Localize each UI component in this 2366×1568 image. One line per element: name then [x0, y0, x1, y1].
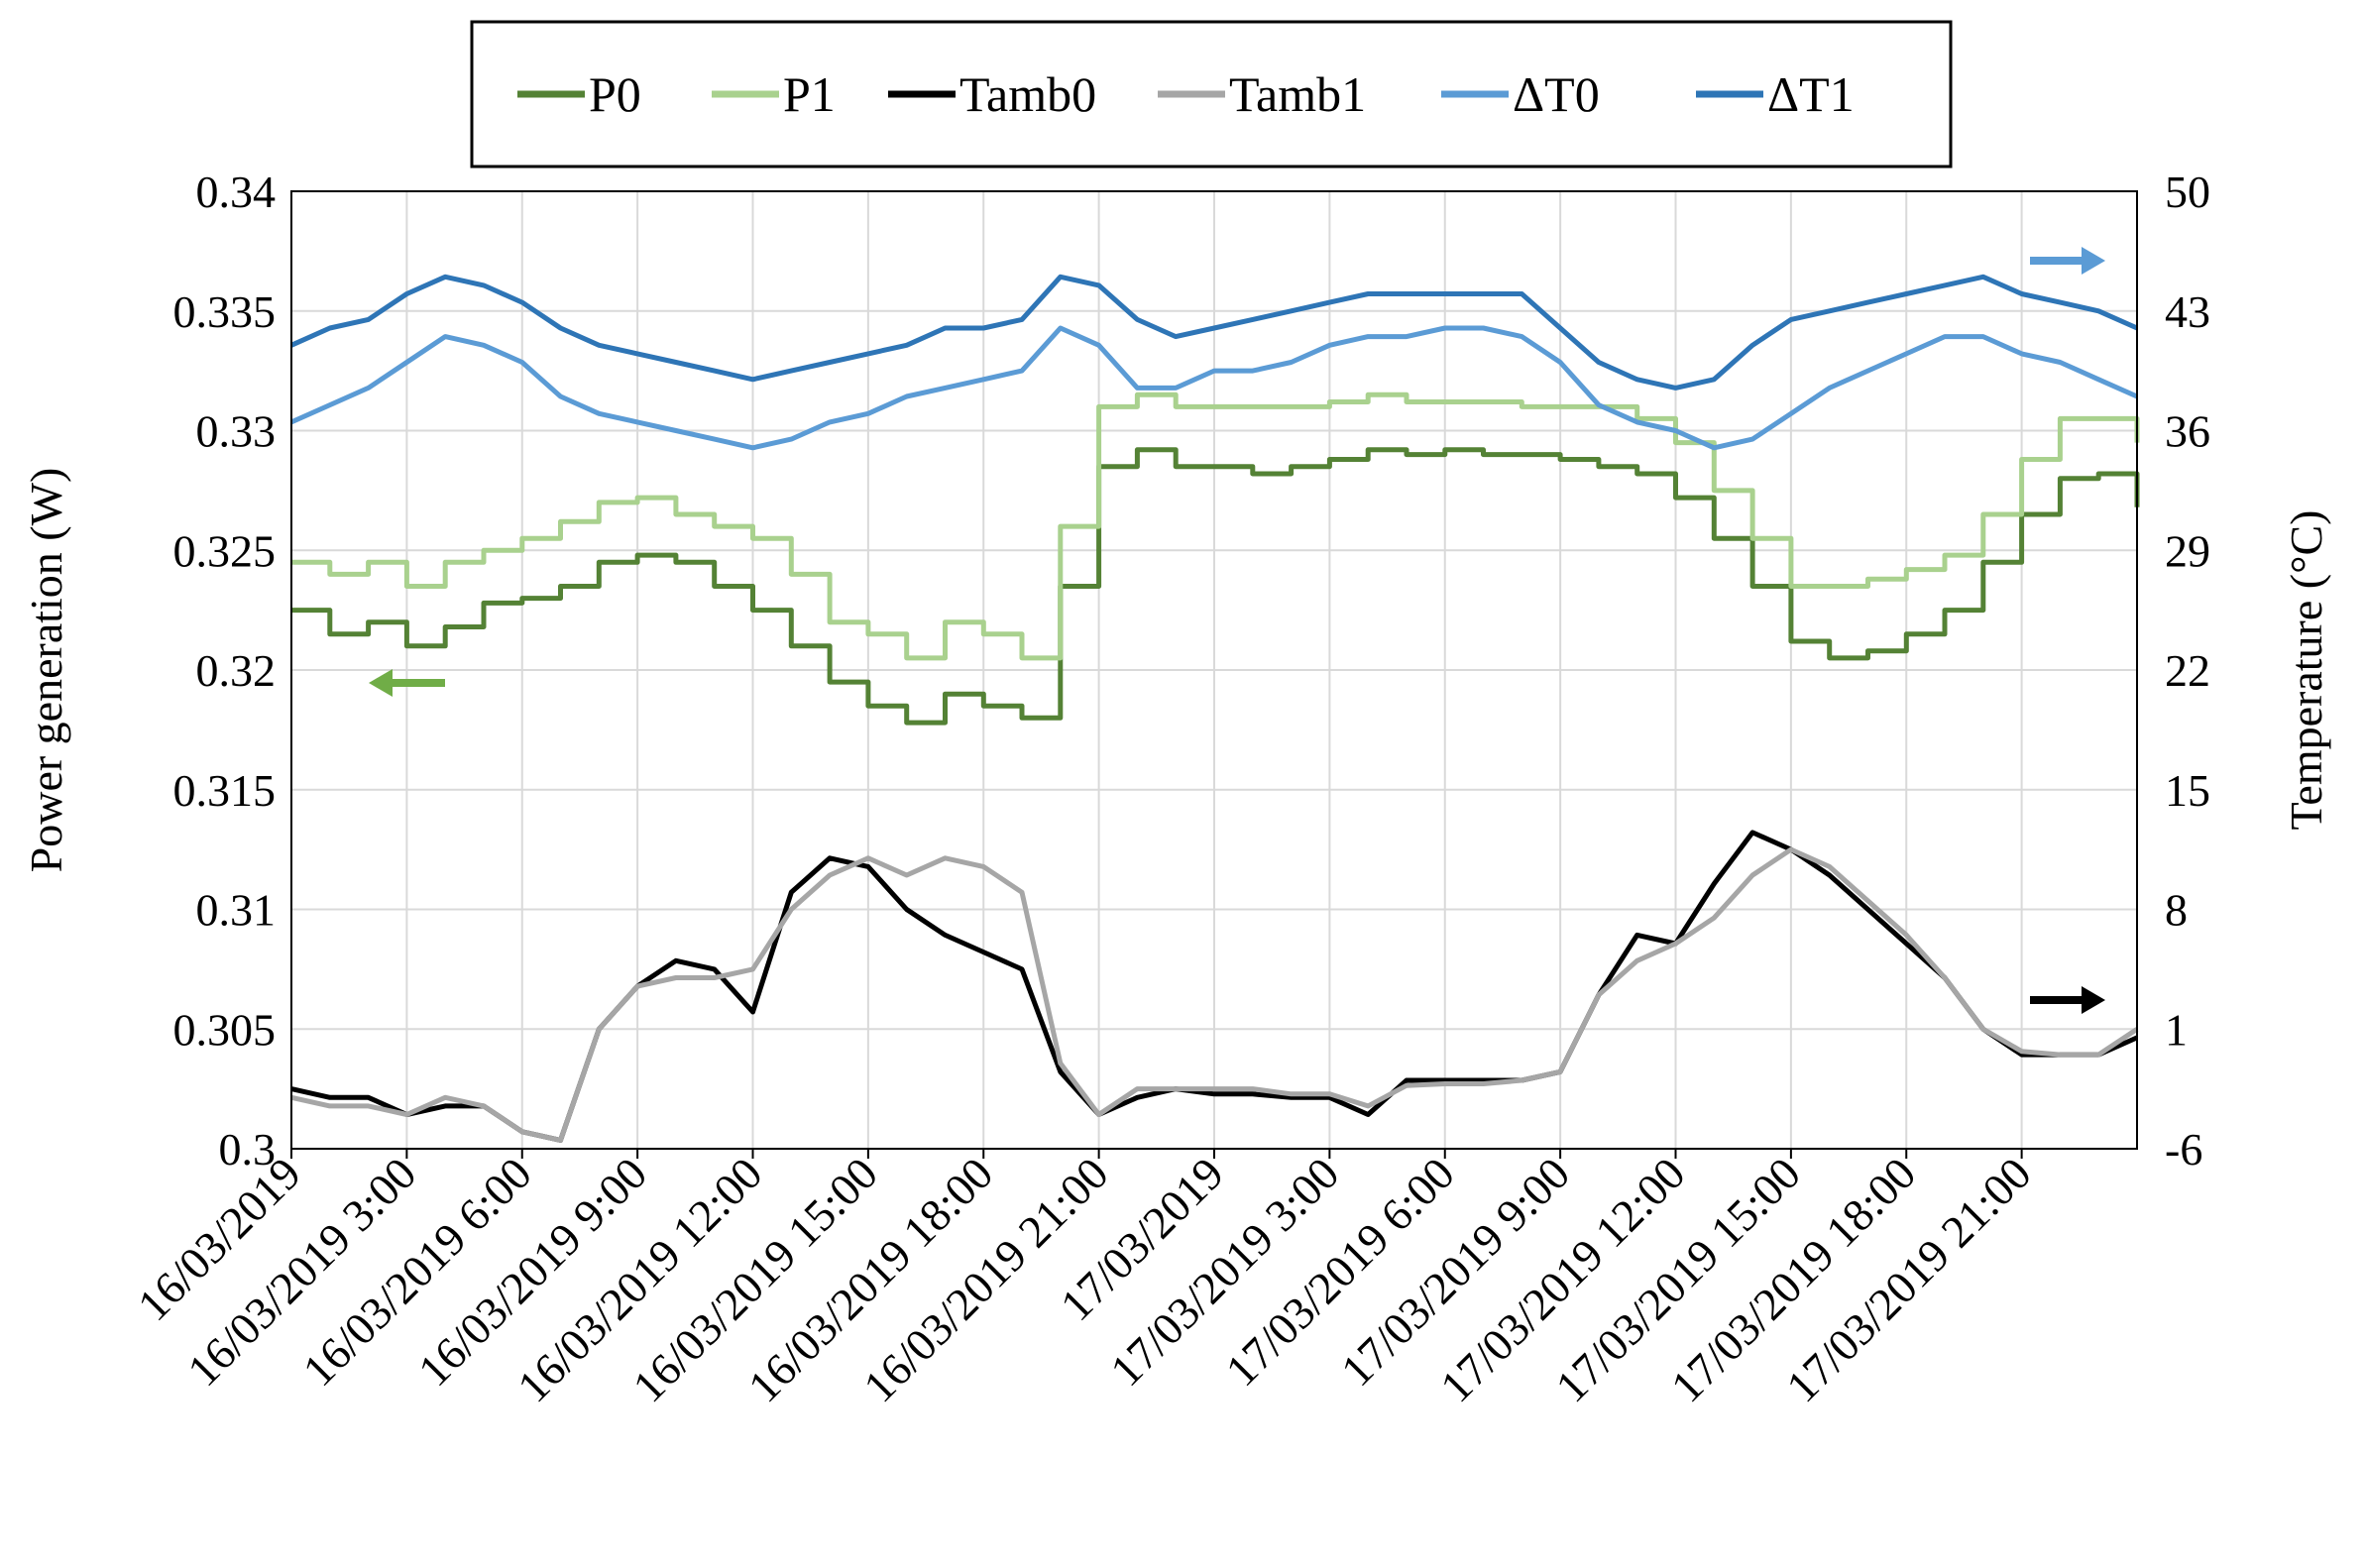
- arrow-right-blue: [2030, 247, 2105, 275]
- legend-label-tamb0: Tamb0: [959, 66, 1096, 122]
- series-line-tamb1: [290, 846, 2139, 1143]
- legend-label-delta-t1: ΔT1: [1767, 66, 1855, 122]
- y-axis-title: Power generation (W): [21, 468, 71, 873]
- y-axis-right: -6 1 8 15 22 29 36 43 50: [2165, 167, 2210, 1175]
- legend-label-delta-t0: ΔT0: [1513, 66, 1600, 122]
- y2-tick-label: 36: [2165, 406, 2210, 457]
- y-tick-label: 0.3: [219, 1124, 277, 1175]
- y2-tick-label: 29: [2165, 525, 2210, 576]
- axis-arrows: [369, 247, 2105, 1014]
- y-tick-label: 0.305: [173, 1004, 277, 1055]
- y2-tick-label: 22: [2165, 645, 2210, 696]
- y-tick-label: 0.315: [173, 765, 277, 816]
- series-line-delta-t0: [289, 325, 2139, 451]
- series-line-delta-t1: [289, 274, 2139, 391]
- y2-tick-label: 50: [2165, 167, 2210, 217]
- y2-axis-title: Temperature (°C): [2281, 510, 2331, 831]
- y2-tick-label: 1: [2165, 1004, 2188, 1055]
- y-tick-label: 0.34: [196, 167, 277, 217]
- y2-tick-label: 43: [2165, 286, 2210, 337]
- y-tick-label: 0.335: [173, 286, 277, 337]
- series-line-p0: [291, 447, 2140, 726]
- y2-tick-label: 15: [2165, 765, 2210, 816]
- series-lines: [289, 274, 2140, 1143]
- y-tick-label: 0.325: [173, 525, 277, 576]
- y-tick-label: 0.32: [196, 645, 277, 696]
- y-tick-label: 0.31: [196, 885, 277, 936]
- y2-tick-label: -6: [2165, 1124, 2202, 1175]
- legend-label-p0: P0: [589, 66, 641, 122]
- arrow-left-green: [369, 669, 445, 697]
- y-tick-label: 0.33: [196, 406, 277, 457]
- series-line-p1: [291, 392, 2140, 661]
- legend-label-p1: P1: [783, 66, 836, 122]
- y2-tick-label: 8: [2165, 885, 2188, 936]
- arrow-right-black: [2030, 986, 2105, 1014]
- y-axis-left: 0.3 0.305 0.31 0.315 0.32 0.325 0.33 0.335 0.34: [173, 167, 277, 1175]
- legend: P0 P1 Tamb0 Tamb1 ΔT0 ΔT1: [470, 20, 1953, 168]
- legend-label-tamb1: Tamb1: [1229, 66, 1366, 122]
